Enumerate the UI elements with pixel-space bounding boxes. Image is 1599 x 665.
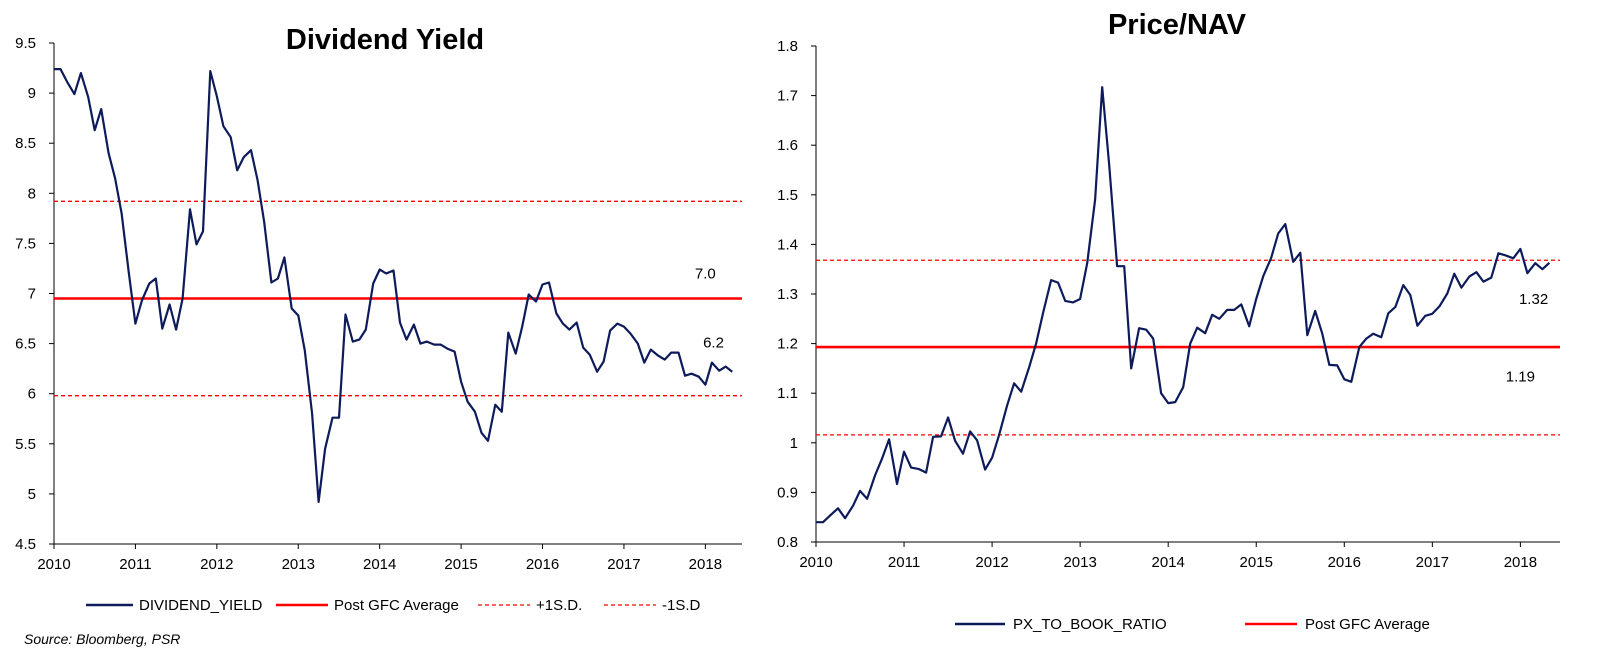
axes [811, 45, 1560, 547]
y-axis-labels: 0.8 0.9 1 1.1 1.2 1.3 1.4 1.5 1.6 1.7 1.8 [777, 38, 798, 551]
x-tick-label: 2016 [526, 556, 559, 573]
y-tick-label: 8 [28, 185, 36, 202]
legend-label: +1S.D. [536, 597, 582, 614]
x-tick-label: 2013 [282, 556, 315, 573]
price-nav-chart: Price/NAV 0.8 0.9 1 1.1 1.2 1.3 1.4 1.5 1.6 1.7 1.… [777, 9, 1560, 633]
y-axis-labels: 4.5 5 5.5 6 6.5 7 7.5 8 8.5 9 9.5 [15, 35, 36, 553]
y-tick-label: 1.2 [777, 336, 798, 353]
y-tick-label: 6.5 [15, 336, 36, 353]
series-line-px-to-book-ratio [816, 86, 1551, 524]
y-tick-label: 9 [28, 85, 36, 102]
y-tick-label: 1.1 [777, 385, 798, 402]
chart-title: Dividend Yield [286, 24, 484, 56]
x-tick-label: 2015 [1240, 554, 1273, 571]
x-tick-label: 2018 [689, 556, 722, 573]
x-tick-label: 2010 [37, 556, 70, 573]
value-annotation: 7.0 [695, 265, 716, 282]
legend-label: Post GFC Average [1305, 616, 1430, 633]
y-tick-label: 6 [28, 386, 36, 403]
y-tick-label: 7 [28, 286, 36, 303]
y-tick-label: 5 [28, 486, 36, 503]
y-tick-label: 8.5 [15, 135, 36, 152]
x-axis-labels: 2010 2011 2012 2013 2014 2015 2016 2017 2018 [799, 554, 1537, 571]
x-tick-label: 2010 [799, 554, 832, 571]
y-tick-label: 9.5 [15, 35, 36, 52]
legend-label: Post GFC Average [334, 597, 459, 614]
value-annotation: 1.19 [1506, 368, 1535, 385]
x-tick-label: 2011 [119, 556, 151, 573]
series-lines [54, 68, 733, 503]
y-tick-label: 0.8 [777, 534, 798, 551]
dividend-yield-chart: Dividend Yield 4.5 5 5.5 6 6.5 7 7.5 8 8.5 9 9.5 2… [15, 24, 742, 614]
value-annotation: 6.2 [703, 335, 724, 352]
reference-lines [816, 259, 1560, 436]
source-note: Source: Bloomberg, PSR [24, 631, 181, 647]
y-tick-label: 0.9 [777, 484, 798, 501]
y-tick-label: 1.4 [777, 236, 798, 253]
chart-title: Price/NAV [1108, 9, 1247, 41]
y-tick-label: 1.6 [777, 137, 798, 154]
x-axis-labels: 2010 2011 2012 2013 2014 2015 2016 2017 2018 [37, 556, 722, 573]
x-tick-label: 2018 [1504, 554, 1537, 571]
y-tick-label: 1.7 [777, 88, 798, 105]
x-tick-label: 2017 [607, 556, 640, 573]
series-line-dividend-yield [54, 68, 733, 503]
x-tick-label: 2014 [1152, 554, 1185, 571]
legend-label: DIVIDEND_YIELD [139, 597, 263, 614]
legend: PX_TO_BOOK_RATIO Post GFC Average [955, 616, 1430, 633]
x-tick-label: 2014 [363, 556, 396, 573]
x-tick-label: 2013 [1063, 554, 1096, 571]
annotations: 7.0 6.2 [695, 265, 724, 351]
x-tick-label: 2011 [888, 554, 920, 571]
axes [49, 42, 742, 549]
x-tick-label: 2012 [975, 554, 1008, 571]
x-tick-label: 2012 [200, 556, 233, 573]
x-tick-label: 2017 [1416, 554, 1449, 571]
legend-label: PX_TO_BOOK_RATIO [1013, 616, 1167, 633]
y-tick-label: 4.5 [15, 536, 36, 553]
series-lines [816, 86, 1551, 524]
legend-label: -1S.D [662, 597, 701, 614]
value-annotation: 1.32 [1519, 291, 1548, 308]
y-tick-label: 7.5 [15, 235, 36, 252]
y-tick-label: 1.3 [777, 286, 798, 303]
y-tick-label: 1 [790, 435, 798, 452]
y-tick-label: 1.8 [777, 38, 798, 55]
x-tick-label: 2015 [444, 556, 477, 573]
legend: DIVIDEND_YIELD Post GFC Average +1S.D. -1S.… [86, 597, 701, 614]
annotations: 1.32 1.19 [1506, 291, 1548, 385]
y-tick-label: 1.5 [777, 187, 798, 204]
y-tick-label: 5.5 [15, 436, 36, 453]
x-tick-label: 2016 [1328, 554, 1361, 571]
